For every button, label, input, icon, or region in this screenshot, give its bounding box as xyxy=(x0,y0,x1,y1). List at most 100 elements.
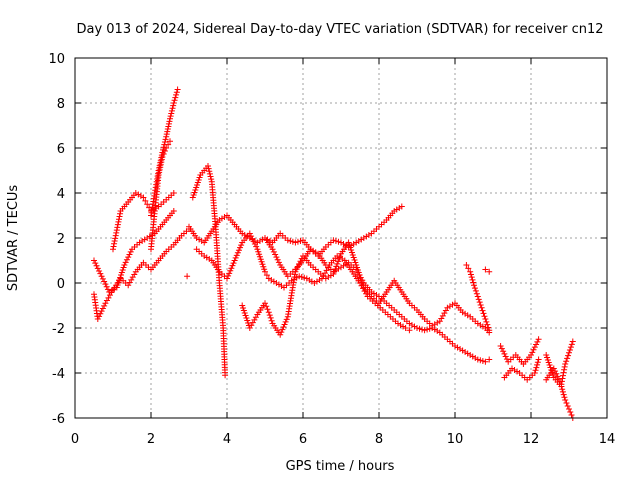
data-point xyxy=(206,168,213,175)
data-point xyxy=(235,247,242,254)
data-point xyxy=(117,210,124,217)
data-point xyxy=(207,173,214,180)
data-point xyxy=(251,316,258,323)
data-point xyxy=(170,102,177,109)
data-point xyxy=(439,312,446,319)
series-arc-m xyxy=(501,356,542,383)
data-point xyxy=(131,271,138,278)
data-point xyxy=(164,126,171,133)
data-point xyxy=(284,237,291,244)
data-point xyxy=(253,243,260,250)
data-point xyxy=(170,100,177,106)
y-tick-label: -2 xyxy=(52,322,65,337)
data-point xyxy=(398,203,405,210)
data-point xyxy=(465,265,472,272)
data-point xyxy=(103,297,110,304)
data-point xyxy=(266,312,273,319)
data-point xyxy=(335,238,342,245)
data-point xyxy=(231,257,238,264)
data-point xyxy=(263,272,270,279)
data-point xyxy=(559,375,566,382)
data-point xyxy=(500,348,507,355)
data-point xyxy=(94,316,101,322)
y-axis-ticks: -6 -4 -2 0 2 4 6 8 10 xyxy=(48,52,607,427)
data-point xyxy=(567,409,574,415)
data-point xyxy=(498,345,505,352)
x-tick-label: 2 xyxy=(147,432,155,447)
data-point xyxy=(478,304,485,311)
data-point xyxy=(115,216,122,223)
data-point xyxy=(479,358,486,364)
data-point xyxy=(105,294,112,301)
data-point xyxy=(128,276,135,283)
data-point xyxy=(94,265,101,272)
data-point xyxy=(113,227,120,234)
data-point xyxy=(468,274,475,281)
data-point xyxy=(110,246,116,253)
data-point xyxy=(157,164,164,171)
data-point xyxy=(111,238,118,245)
data-point xyxy=(123,256,130,263)
data-point xyxy=(477,357,484,364)
data-point xyxy=(486,356,493,363)
data-point xyxy=(250,238,257,245)
data-point xyxy=(483,318,490,325)
data-point xyxy=(555,376,562,382)
data-point xyxy=(96,313,103,320)
data-point xyxy=(283,316,290,323)
data-point xyxy=(252,314,259,321)
data-point xyxy=(474,356,481,363)
data-point xyxy=(419,326,426,333)
data-point xyxy=(562,361,569,367)
data-point xyxy=(161,139,168,145)
data-point xyxy=(121,262,128,268)
data-point xyxy=(115,218,122,225)
data-point xyxy=(281,321,288,328)
data-point xyxy=(251,241,258,247)
data-point xyxy=(113,229,120,236)
data-point xyxy=(165,141,172,148)
data-point xyxy=(126,251,133,258)
data-point xyxy=(562,397,569,403)
data-point xyxy=(289,238,296,245)
data-point xyxy=(560,369,567,376)
series-arc-n xyxy=(543,352,576,421)
series-arc-e xyxy=(148,138,173,253)
data-point xyxy=(97,270,104,277)
data-point xyxy=(165,123,172,130)
data-point xyxy=(110,243,117,250)
y-tick-label: -6 xyxy=(52,412,65,427)
data-point xyxy=(144,201,151,208)
data-point xyxy=(531,344,538,351)
data-point xyxy=(560,391,567,398)
data-point xyxy=(160,151,167,157)
series-arc-l xyxy=(497,336,542,367)
data-point xyxy=(101,302,108,309)
data-point xyxy=(553,370,560,377)
data-point xyxy=(552,368,559,375)
y-tick-label: 4 xyxy=(57,187,65,202)
data-point xyxy=(335,258,342,265)
x-tick-label: 12 xyxy=(523,432,540,447)
data-point xyxy=(279,326,286,333)
data-point xyxy=(336,255,343,262)
data-point xyxy=(482,266,489,273)
data-point xyxy=(104,286,111,293)
data-point xyxy=(157,161,164,168)
data-point xyxy=(274,256,281,263)
data-point xyxy=(155,172,162,178)
data-point xyxy=(402,325,409,331)
data-point xyxy=(161,148,168,154)
data-point xyxy=(127,248,134,255)
data-point xyxy=(171,97,178,104)
data-point xyxy=(125,254,132,261)
data-point xyxy=(163,133,170,140)
data-point xyxy=(486,268,493,275)
x-tick-label: 14 xyxy=(599,432,616,447)
data-point xyxy=(205,163,211,169)
data-point xyxy=(262,300,268,307)
data-point xyxy=(485,324,492,331)
data-point xyxy=(238,242,245,249)
data-point xyxy=(528,352,534,358)
data-point xyxy=(337,253,344,260)
